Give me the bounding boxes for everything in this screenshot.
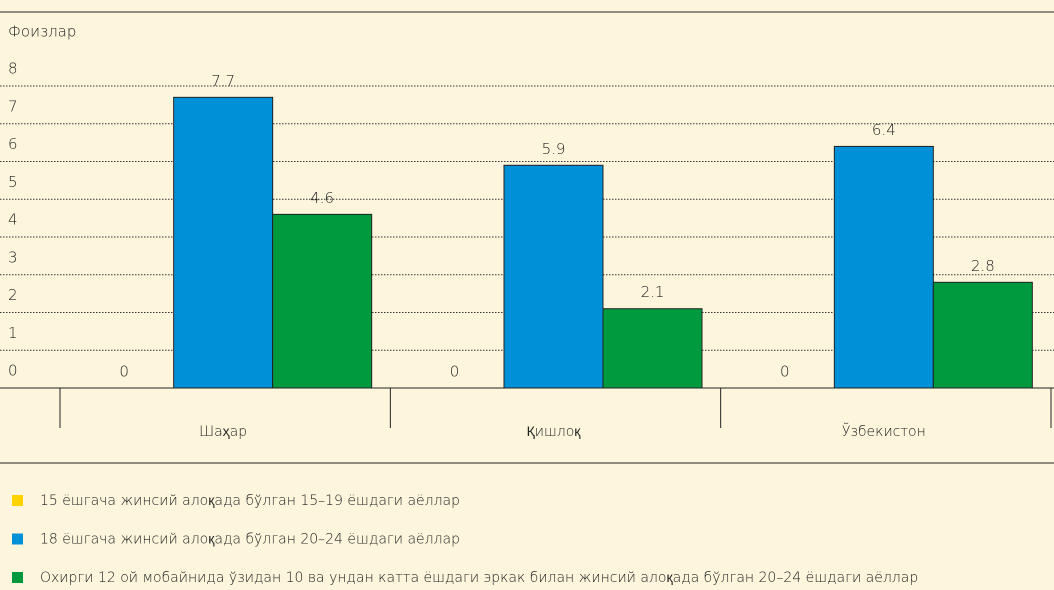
data-label: 2.1 <box>641 283 665 301</box>
legend-swatch <box>12 495 23 506</box>
bar <box>932 281 1033 389</box>
y-tick-label: 6 <box>8 135 18 153</box>
legend-label: Охирги 12 ой мобайнида ўзидан 10 ва унда… <box>40 570 918 586</box>
y-axis-label: Фоизлар <box>8 23 76 41</box>
bar <box>272 213 373 389</box>
legend-label: 18 ёшгача жинсий алоқада бўлган 20–24 ёш… <box>40 532 460 548</box>
y-tick-label: 2 <box>8 286 18 304</box>
y-tick-label: 1 <box>8 324 18 342</box>
legend-label: 15 ёшгача жинсий алоқада бўлган 15–19 ёш… <box>40 493 460 509</box>
bar <box>503 164 604 389</box>
data-label: 0 <box>119 363 129 381</box>
y-tick-label: 0 <box>8 362 18 380</box>
y-tick-label: 4 <box>8 211 18 229</box>
data-label: 0 <box>780 363 790 381</box>
data-label: 2.8 <box>971 257 995 275</box>
legend-swatch <box>12 572 23 583</box>
x-tick-label: Ўзбекистон <box>842 422 926 440</box>
x-tick-label: Қишлоқ <box>527 424 582 440</box>
data-label: 4.6 <box>310 189 334 207</box>
bar <box>833 145 934 389</box>
data-label: 6.4 <box>872 121 896 139</box>
data-label: 5.9 <box>542 140 566 158</box>
data-label: 0 <box>450 363 460 381</box>
x-tick-label: Шаҳар <box>199 424 247 440</box>
legend-swatch <box>12 533 23 545</box>
y-tick-label: 7 <box>8 97 18 115</box>
y-tick-label: 8 <box>8 60 18 78</box>
data-label: 7.7 <box>211 72 235 90</box>
y-tick-label: 3 <box>8 248 18 266</box>
y-tick-label: 5 <box>8 173 18 191</box>
bar <box>173 96 274 389</box>
bar <box>602 308 703 389</box>
